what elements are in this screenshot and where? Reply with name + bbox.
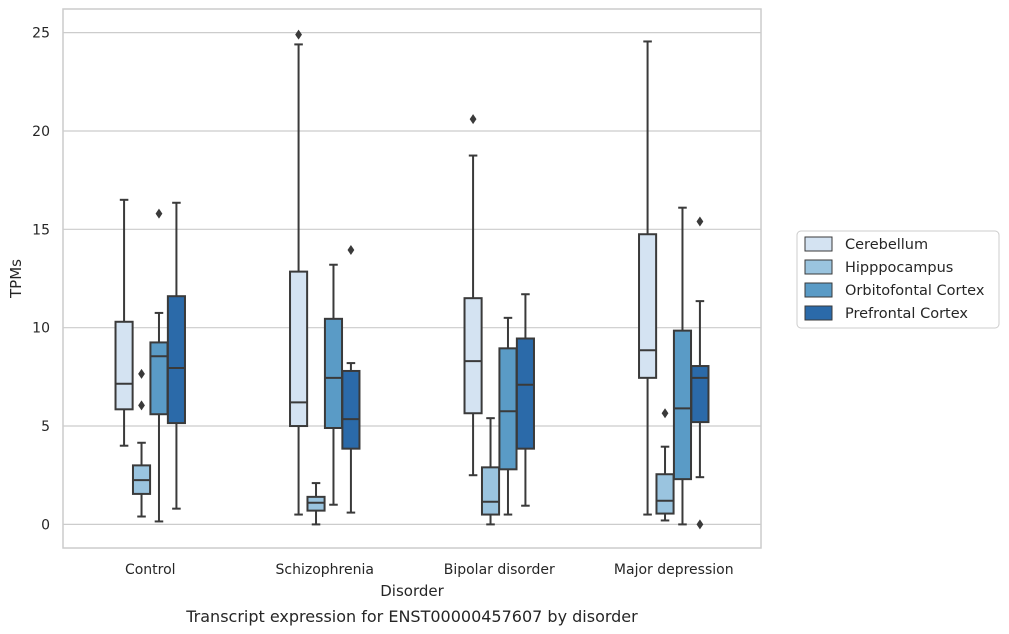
box-3-3 (498, 316, 518, 516)
x-tick-label: Control (125, 562, 176, 578)
box-rect (480, 466, 501, 516)
legend-label: Prefrontal Cortex (845, 306, 968, 322)
box-rect (323, 317, 344, 430)
box-2-4 (341, 244, 361, 514)
box-1-1 (114, 198, 134, 447)
chart-caption: Transcript expression for ENST0000045760… (185, 607, 638, 626)
plot-frame (62, 8, 762, 549)
box-rect (515, 337, 535, 450)
outlier-point (696, 216, 704, 227)
outlier-point (347, 244, 355, 255)
y-axis-ticks: 0 5 10 15 20 25 (32, 26, 50, 534)
box-3-2 (480, 417, 501, 526)
x-tick-label: Major depression (614, 562, 734, 578)
legend-frame (796, 230, 1000, 329)
outlier-point (138, 368, 145, 379)
y-tick-label: 0 (41, 517, 50, 533)
y-tick-label: 10 (32, 321, 50, 337)
outlier-point (696, 519, 704, 530)
y-tick-label: 5 (41, 419, 50, 435)
box-rect (463, 297, 483, 415)
box-rect (289, 270, 309, 428)
x-axis-label: Disorder (380, 582, 444, 600)
x-tick-label: Bipolar disorder (444, 562, 555, 578)
box-rect (149, 341, 169, 416)
box-1-4 (166, 201, 186, 510)
box-group (114, 29, 710, 530)
legend: Cerebellum Hipppocampus Orbitofontal Corte… (796, 230, 1000, 329)
box-rect (672, 329, 693, 481)
box-2-3 (323, 263, 344, 506)
x-axis-ticks: Control Schizophrenia Bipolar disorder Majo… (125, 562, 734, 578)
legend-label: Orbitofontal Cortex (845, 283, 985, 299)
box-rect (498, 347, 518, 471)
outlier-point (661, 408, 669, 419)
legend-label: Cerebellum (845, 237, 928, 253)
box-3-1 (463, 114, 483, 477)
box-rect (690, 365, 710, 424)
box-3-4 (515, 293, 535, 507)
outlier-point (469, 114, 477, 125)
box-rect (166, 295, 186, 425)
box-2-2 (306, 482, 326, 526)
legend-label: Hipppocampus (845, 260, 953, 276)
legend-swatch (804, 236, 833, 252)
outlier-point (138, 400, 145, 411)
box-4-1 (638, 40, 658, 516)
y-tick-label: 20 (32, 124, 50, 140)
box-4-4 (690, 216, 710, 530)
outlier-point (295, 29, 302, 40)
legend-swatch (804, 259, 833, 275)
outlier-point (155, 208, 163, 219)
box-rect (655, 473, 675, 515)
box-4-2 (655, 408, 675, 522)
box-4-3 (672, 206, 693, 526)
x-tick-label: Schizophrenia (276, 562, 374, 578)
box-2-1 (289, 29, 309, 516)
legend-swatch (804, 282, 833, 298)
box-1-3 (149, 208, 169, 523)
y-tick-label: 25 (32, 26, 50, 42)
box-rect (114, 320, 134, 411)
legend-swatch (804, 305, 833, 321)
box-rect (638, 233, 658, 379)
y-tick-label: 15 (32, 222, 50, 238)
box-rect (341, 369, 361, 450)
box-1-2 (131, 368, 152, 518)
y-axis-label: TPMs (7, 259, 25, 299)
